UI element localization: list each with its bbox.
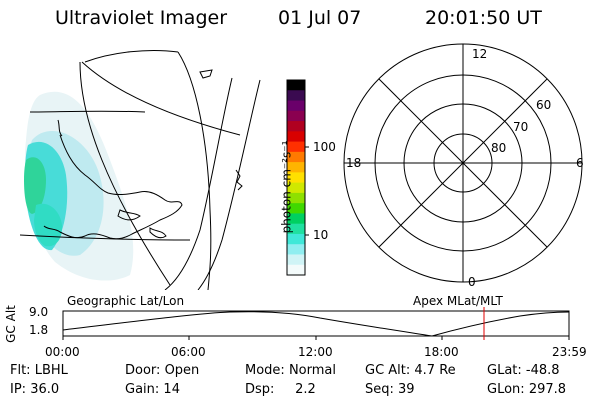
colorbar-band [287,121,305,132]
status-ip: IP: 36.0 [10,382,60,397]
colorbar-band [287,100,305,112]
mlt-label-6: 6 [576,156,584,170]
colorbar [286,79,309,276]
altitude-xtick-2359: 23:59 [552,345,587,359]
colorbar-tick-label-10: 10 [313,228,329,242]
colorbar-band [287,110,305,122]
colorbar-band [287,151,305,163]
colorbar-unit-label: photon cm⁻²s⁻¹ [279,140,294,234]
mlt-label-0: 0 [468,275,476,289]
status-mode: Mode: Normal [245,363,336,378]
altitude-xtick-1800: 18:00 [424,345,459,359]
mlt-label-12: 12 [472,47,488,61]
colorbar-band [287,254,305,266]
colorbar-band [287,192,305,204]
instrument-title: Ultraviolet Imager [55,7,228,29]
colorbar-frame [286,79,306,276]
altitude-curve [62,311,570,337]
geographic-map-label: Geographic Lat/Lon [67,294,185,308]
colorbar-band [287,244,305,256]
colorbar-band [287,223,305,235]
colorbar-band [287,141,305,153]
date-label: 01 Jul 07 [278,7,362,29]
colorbar-band [287,264,305,276]
colorbar-band [287,131,305,143]
altitude-plot [62,307,570,340]
altitude-ytick-9: 9.0 [29,305,49,319]
status-glon: GLon: 297.8 [487,382,567,397]
status-seq: Seq: 39 [365,382,415,397]
mlat-label-60: 60 [536,98,552,112]
altitude-xtick-1200: 12:00 [298,345,333,359]
altitude-x-ticks [62,336,570,340]
emission-region [24,91,134,281]
status-filter: Flt: LBHL [10,363,68,378]
colorbar-band [287,203,305,215]
mlat-label-70: 70 [513,120,529,134]
altitude-xtick-0000: 00:00 [45,345,80,359]
time-label: 20:01:50 UT [425,7,542,29]
graticule [20,50,261,290]
altitude-ytick-1-8: 1.8 [29,323,49,337]
colorbar-band [287,172,305,184]
mlt-label-18: 18 [346,156,362,170]
colorbar-band [287,162,305,173]
status-door: Door: Open [125,363,200,378]
status-gc-alt: GC Alt: 4.7 Re [365,363,456,378]
colorbar-band [287,90,305,102]
colorbar-gradient [287,80,305,276]
altitude-frame [62,310,570,337]
apex-polar-grid [343,43,583,283]
colorbar-band [287,213,305,225]
apex-map-label: Apex MLat/MLT [413,294,503,308]
status-gain: Gain: 14 [125,382,180,397]
mlat-label-80: 80 [491,141,507,155]
status-glat: GLat: -48.8 [487,363,560,378]
geographic-map [20,50,261,290]
status-dsp: Dsp: 2.2 [245,382,316,397]
colorbar-band [287,80,305,91]
colorbar-band [287,233,305,245]
altitude-ylabel: GC Alt [3,305,18,343]
colorbar-tick-label-100: 100 [313,140,336,154]
meridian-diag-2 [378,78,548,248]
altitude-xtick-0600: 06:00 [171,345,206,359]
colorbar-band [287,182,305,194]
